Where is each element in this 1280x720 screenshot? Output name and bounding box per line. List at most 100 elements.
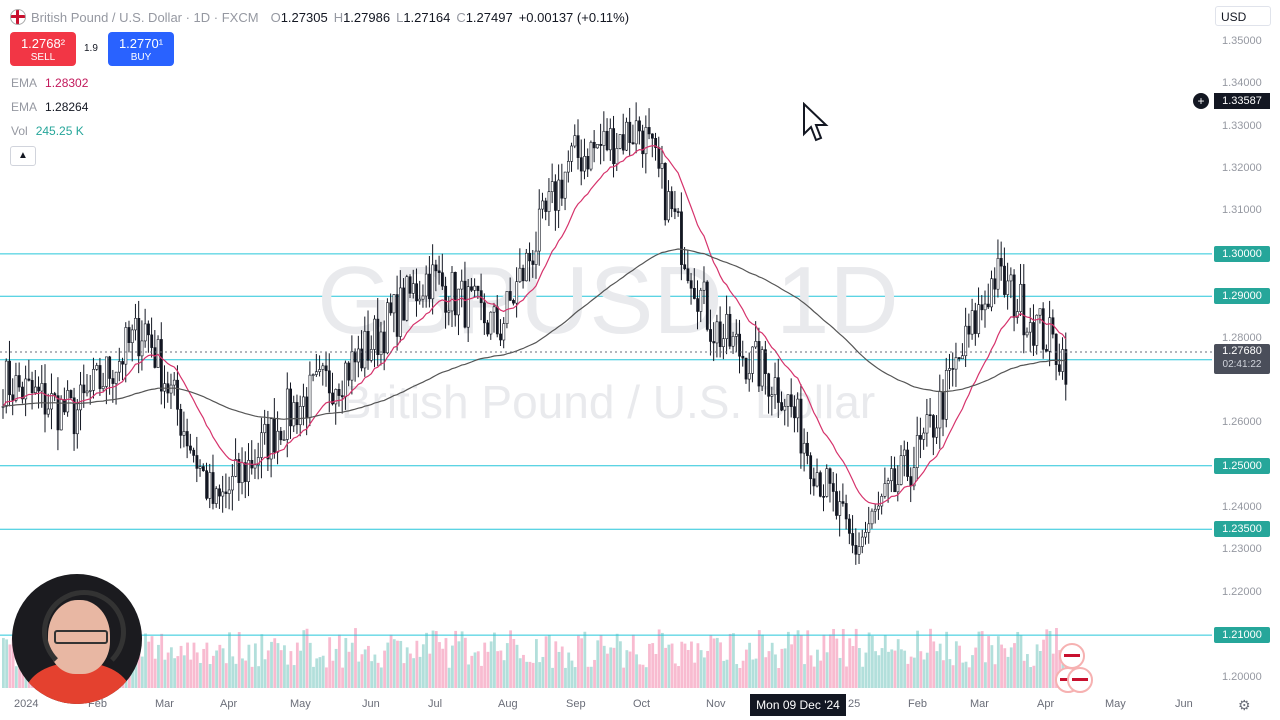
volume-bar [415,640,419,688]
candle-body [224,491,228,494]
volume-bar [344,638,348,688]
candle-body [731,336,735,347]
candle-body [1032,322,1035,346]
candle-body [806,442,809,456]
volume-bar [392,639,396,688]
volume-bar [919,651,923,688]
candle-body [712,341,716,344]
candle-body [331,392,334,405]
price-axis-label: 1.22000 [1222,585,1262,598]
candle-body [696,298,700,312]
candle-body [337,389,341,396]
collapse-legend-button[interactable]: ▲ [10,146,36,166]
volume-bar [257,666,260,688]
time-axis-label: Mar [970,698,989,710]
candle-body [8,360,11,396]
candle-body [172,379,176,386]
volume-bar [418,656,422,688]
volume-bar [825,652,829,688]
indicator-value: 1.28264 [45,100,89,114]
time-axis-label: Jun [1175,698,1193,710]
volume-bar [586,666,590,688]
candle-body [576,135,580,158]
candle-body [189,445,192,451]
candle-body [111,378,115,384]
volume-bar [431,630,435,688]
volume-bar [182,655,186,688]
candle-body [344,362,347,398]
candle-body [256,457,260,466]
indicator-ema-slow[interactable]: EMA 1.28264 [11,100,88,114]
volume-bar [1009,647,1013,688]
candle-body [460,280,464,290]
candle-body [799,398,803,454]
candle-body [631,142,635,145]
volume-bar [699,650,703,688]
volume-bar [602,645,606,688]
open-label: O [270,9,281,25]
time-axis-label: Aug [498,698,518,710]
candle-body [599,144,603,146]
indicator-ema-fast[interactable]: EMA 1.28302 [11,76,88,90]
candle-body [980,304,984,311]
candle-body [961,355,964,360]
volume-bar [544,636,548,688]
volume-bar [150,636,154,688]
volume-bar [473,652,477,688]
currency-selector[interactable]: USD [1215,6,1271,26]
candle-body [40,383,44,392]
add-alert-plus-icon[interactable]: + [1193,93,1209,109]
volume-bar [5,639,9,688]
buy-button[interactable]: 1.2770¹ BUY [108,32,174,66]
volume-bar [253,643,257,688]
volume-bar [169,647,173,688]
volume-bar [557,651,561,688]
volume-bar [832,628,835,688]
candle-body [150,334,154,348]
candle-body [243,462,247,482]
candle-body [495,306,499,335]
candle-body [92,368,95,391]
indicator-volume[interactable]: Vol 245.25 K [11,124,84,138]
volume-bar [564,667,567,688]
us-event-icon[interactable] [1067,667,1093,693]
symbol-header[interactable]: British Pound / U.S. Dollar · 1D · FXCM … [10,8,629,26]
candle-body [192,449,196,456]
candle-body [770,394,774,397]
volume-bar [799,635,803,688]
time-axis-label: Sep [566,698,586,710]
volume-bar [612,647,616,688]
volume-bar [237,632,241,688]
candle-body [741,355,745,359]
volume-bar [147,641,151,688]
volume-bar [8,644,12,688]
candle-body [602,130,606,146]
chevron-up-icon: ▲ [18,150,28,161]
volume-bar [761,634,764,688]
candle-body [147,323,150,336]
volume-bar [1042,639,1045,688]
candle-body [825,468,829,497]
candle-body [489,311,493,335]
volume-bar [421,644,425,688]
volume-bar [874,651,877,688]
candle-body [295,402,299,426]
volume-bar [631,634,635,688]
gear-icon[interactable]: ⚙ [1238,697,1251,713]
volume-bar [211,655,215,688]
volume-bar [677,666,680,688]
uk-event-icon[interactable] [1059,643,1085,669]
high-label: H [333,9,344,25]
candle-body [938,391,942,429]
candle-body [925,414,929,434]
volume-bar [325,667,328,688]
time-axis-label: May [1105,698,1126,710]
candle-body [957,357,961,360]
volume-bar [932,641,936,688]
volume-bars [2,628,1068,688]
candle-body [828,468,832,484]
sell-button[interactable]: 1.2768² SELL [10,32,76,66]
candle-body [1064,349,1068,385]
candle-body [848,518,851,534]
